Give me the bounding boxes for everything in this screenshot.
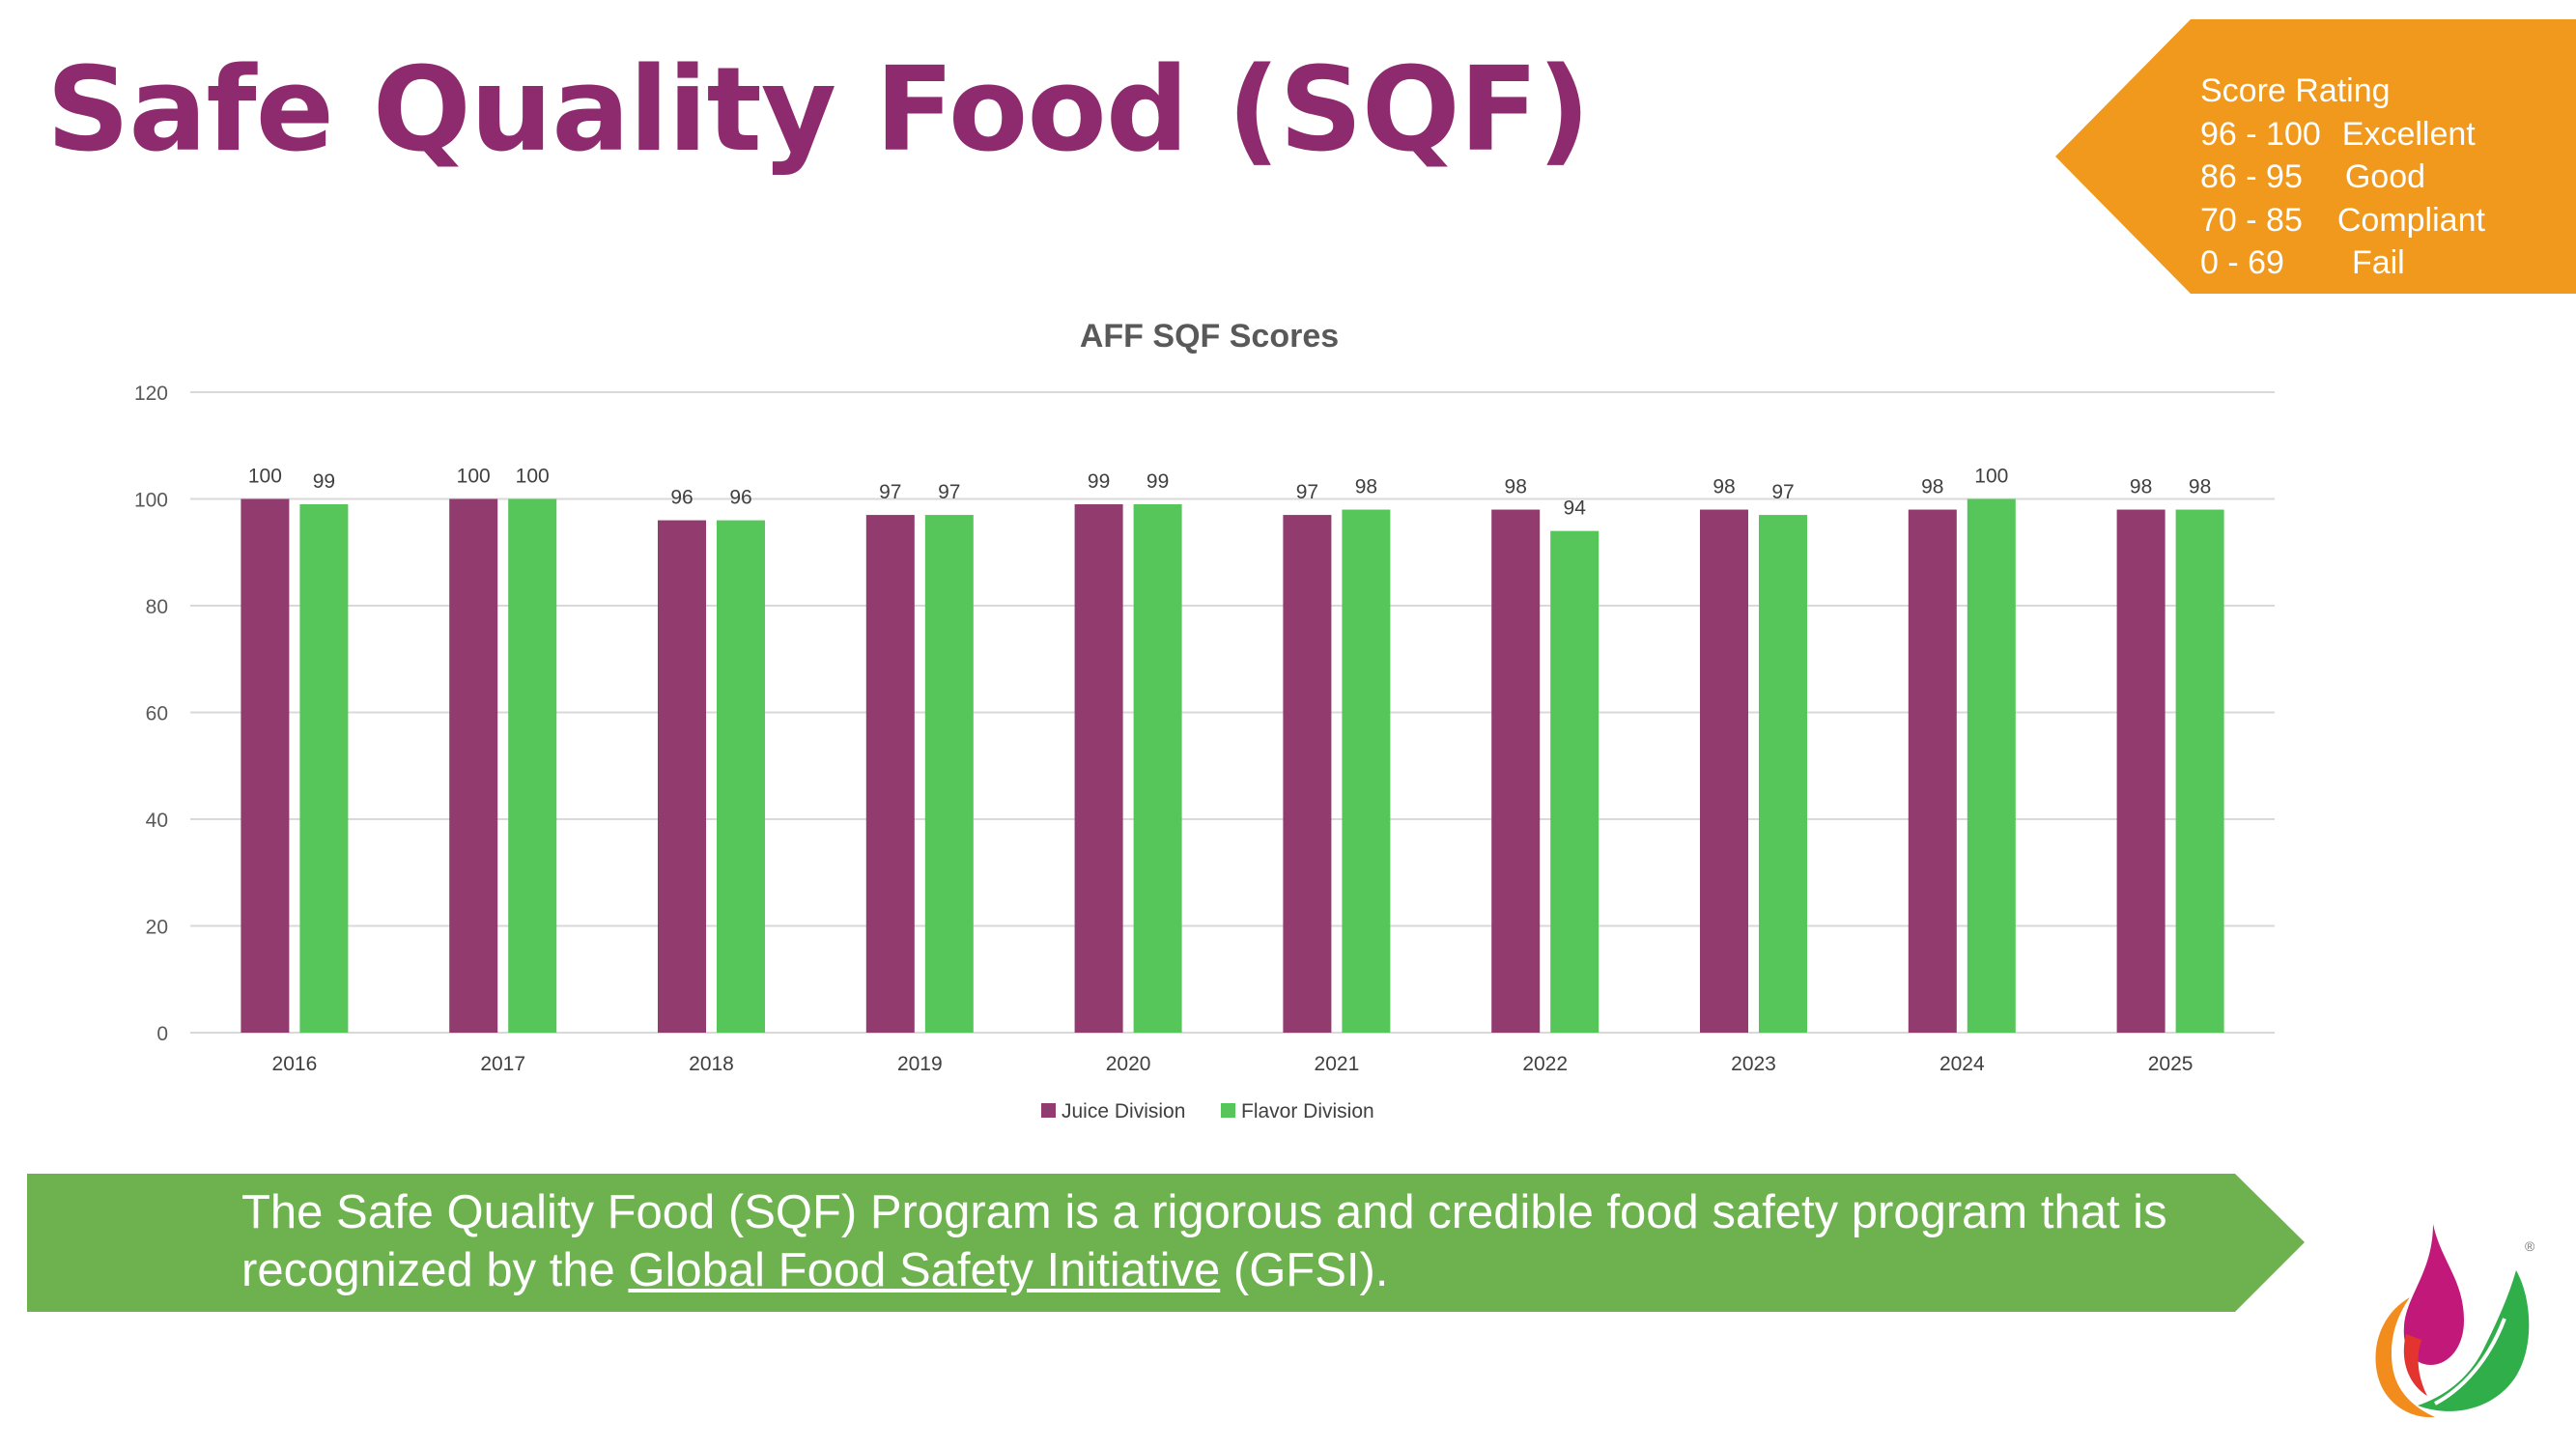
x-tick-label: 2022	[1522, 1053, 1568, 1075]
data-label: 98	[2130, 476, 2152, 498]
bar-juice-division	[1700, 509, 1748, 1033]
data-label: 98	[1505, 476, 1527, 498]
bar-flavor-division	[1550, 530, 1599, 1033]
score-rating-shape	[2055, 19, 2576, 294]
registered-mark: ®	[2525, 1238, 2535, 1254]
y-tick-label: 60	[146, 703, 168, 725]
y-tick-label: 80	[146, 596, 168, 618]
bar-juice-division	[1491, 509, 1541, 1033]
logo-leaf-vein	[2434, 1318, 2506, 1406]
logo-inner-swoosh	[2403, 1334, 2427, 1396]
x-tick-label: 2018	[689, 1053, 734, 1075]
data-label: 97	[938, 481, 960, 503]
banner-text: The Safe Quality Food (SQF) Program is a…	[241, 1183, 2270, 1299]
logo-leaf-shape	[2418, 1270, 2530, 1411]
bar-juice-division	[1908, 509, 1957, 1033]
y-tick-label: 120	[134, 383, 168, 405]
bar-flavor-division	[1759, 515, 1807, 1033]
data-label: 96	[729, 487, 751, 509]
x-tick-label: 2016	[272, 1053, 318, 1075]
x-tick-label: 2025	[2148, 1053, 2194, 1075]
legend-swatch	[1041, 1103, 1056, 1118]
data-label: 97	[879, 481, 901, 503]
score-rating-callout: Score Rating 96 - 100 Excellent 86 - 95 Go…	[2055, 19, 2576, 294]
data-label: 96	[670, 487, 693, 509]
banner-text-part: The Safe Quality Food (SQF) Program is a…	[241, 1186, 2167, 1296]
logo-flame-shape	[2403, 1224, 2464, 1365]
score-range: 96 - 100	[2200, 115, 2321, 153]
y-tick-label: 0	[156, 1023, 168, 1045]
score-range: 70 - 85	[2200, 201, 2303, 239]
bar-flavor-division	[1342, 509, 1391, 1033]
info-banner: The Safe Quality Food (SQF) Program is a…	[27, 1174, 2305, 1312]
score-label: Fail	[2351, 244, 2405, 282]
score-label: Compliant	[2336, 201, 2485, 239]
data-label: 99	[1088, 470, 1110, 493]
data-label: 100	[1974, 466, 2008, 488]
legend-label: Flavor Division	[1241, 1100, 1374, 1122]
x-tick-label: 2019	[897, 1053, 943, 1075]
bar-juice-division	[1283, 515, 1332, 1033]
x-tick-label: 2020	[1106, 1053, 1151, 1075]
data-label: 100	[457, 466, 491, 488]
data-label: 94	[1564, 497, 1587, 520]
sqf-scores-chart: AFF SQF Scores 0 20 40 60 80 100 120 100 99 2016 10…	[134, 318, 2275, 1122]
bar-flavor-division	[1967, 498, 2016, 1033]
y-tick-label: 40	[146, 810, 168, 832]
data-label: 97	[1771, 481, 1794, 503]
bar-flavor-division	[299, 504, 349, 1033]
score-rating-heading: Score Rating	[2200, 72, 2391, 109]
data-label: 98	[1921, 476, 1943, 498]
company-logo	[2375, 1224, 2530, 1418]
bar-flavor-division	[924, 515, 974, 1033]
legend-label: Juice Division	[1062, 1100, 1185, 1122]
data-label: 98	[1713, 476, 1735, 498]
bar-flavor-division	[717, 520, 765, 1033]
y-tick-label: 100	[134, 490, 168, 512]
data-label: 99	[1146, 470, 1169, 493]
data-label: 100	[516, 466, 550, 488]
data-label: 100	[248, 466, 282, 488]
x-tick-label: 2021	[1315, 1053, 1360, 1075]
y-tick-label: 20	[146, 917, 168, 939]
bar-juice-division	[1074, 504, 1123, 1033]
x-tick-label: 2017	[480, 1053, 525, 1075]
bar-juice-division	[449, 498, 498, 1033]
data-label: 98	[1355, 476, 1377, 498]
legend-swatch	[1221, 1103, 1235, 1118]
score-rating-row: 70 - 85 Compliant	[2200, 199, 2485, 242]
logo-left-swoosh	[2375, 1297, 2435, 1418]
bar-flavor-division	[1133, 504, 1182, 1033]
bar-juice-division	[2116, 509, 2166, 1033]
banner-text-part: (GFSI).	[1220, 1244, 1389, 1296]
data-label: 99	[313, 470, 335, 493]
banner-shape	[27, 1174, 2305, 1312]
score-range: 0 - 69	[2200, 244, 2284, 282]
page-title: Safe Quality Food (SQF)	[46, 43, 1591, 178]
bar-juice-division	[241, 498, 290, 1033]
score-rating-row: 86 - 95 Good	[2200, 156, 2485, 199]
bar-flavor-division	[2175, 509, 2224, 1033]
bar-juice-division	[658, 520, 706, 1033]
score-rating-row: 96 - 100 Excellent	[2200, 113, 2485, 156]
score-label: Good	[2344, 158, 2426, 196]
x-tick-label: 2023	[1731, 1053, 1776, 1075]
bar-flavor-division	[508, 498, 557, 1033]
score-rating-text: Score Rating 96 - 100 Excellent 86 - 95 Go…	[2200, 70, 2485, 285]
x-tick-label: 2024	[1939, 1053, 1985, 1075]
data-label: 98	[2189, 476, 2211, 498]
score-rating-row: 0 - 69 Fail	[2200, 242, 2485, 285]
data-label: 97	[1296, 481, 1318, 503]
score-range: 86 - 95	[2200, 158, 2303, 196]
bar-juice-division	[865, 515, 915, 1033]
score-label: Excellent	[2341, 115, 2476, 153]
chart-title: AFF SQF Scores	[1080, 318, 1339, 355]
gfsi-link[interactable]: Global Food Safety Initiative	[628, 1244, 1221, 1296]
